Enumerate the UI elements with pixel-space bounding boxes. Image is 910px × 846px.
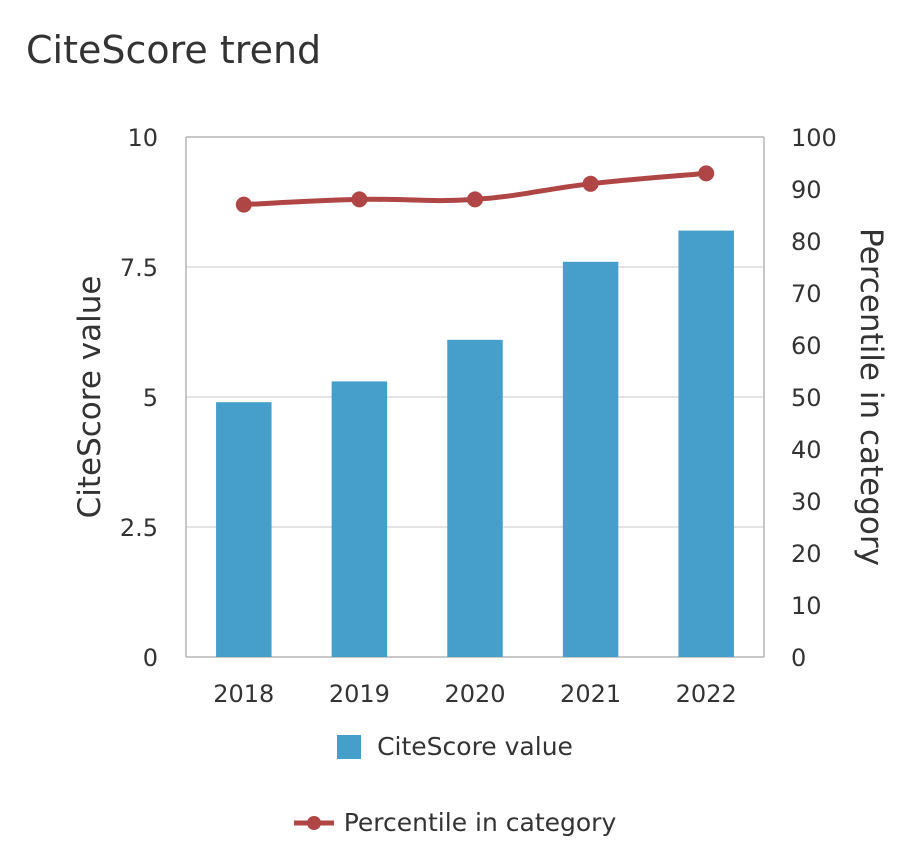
legend-percentile-label: Percentile in category [343,808,617,837]
x-tick-label: 2020 [444,680,505,708]
legend-line-swatch [293,815,334,830]
x-tick-label: 2018 [213,680,274,708]
legend-line-marker [306,815,321,830]
y2-tick-label: 50 [791,384,822,412]
x-tick-label: 2021 [560,680,621,708]
point-percentile-2019 [351,191,368,208]
y2-tick-label: 90 [791,176,822,204]
y2-tick-label: 20 [791,540,822,568]
y2-tick-label: 0 [791,644,806,672]
bar-citescore-2018 [216,402,272,657]
bar-citescore-2020 [447,339,503,657]
point-percentile-2022 [698,165,715,182]
y-tick-label: 7.5 [120,254,158,282]
y-tick-label: 0 [143,644,158,672]
x-tick-label: 2019 [329,680,390,708]
bar-citescore-2019 [331,381,388,657]
y2-tick-label: 40 [791,436,822,464]
y2-tick-label: 100 [791,124,837,152]
y2-tick-label: 70 [791,280,822,308]
bar-citescore-2021 [562,261,619,657]
chart-title: CiteScore trend [26,28,322,72]
y-tick-label: 5 [143,384,158,412]
x-tick-label: 2022 [676,680,737,708]
bar-citescore-2022 [678,230,734,657]
y2-axis-title: Percentile in category [853,228,889,566]
point-percentile-2018 [235,196,252,213]
y2-tick-label: 80 [791,228,822,256]
y2-tick-label: 10 [791,592,822,620]
legend-bar-swatch [337,734,362,759]
y2-tick-label: 60 [791,332,822,360]
legend-citescore: CiteScore value [0,732,910,761]
point-percentile-2020 [467,191,483,208]
y-tick-label: 10 [127,124,158,152]
point-percentile-2021 [582,175,599,192]
legend-citescore-label: CiteScore value [377,732,573,761]
y2-tick-label: 30 [791,488,822,516]
y-axis-title: CiteScore value [72,276,108,519]
legend-percentile: Percentile in category [0,808,910,837]
y-tick-label: 2.5 [120,514,158,542]
